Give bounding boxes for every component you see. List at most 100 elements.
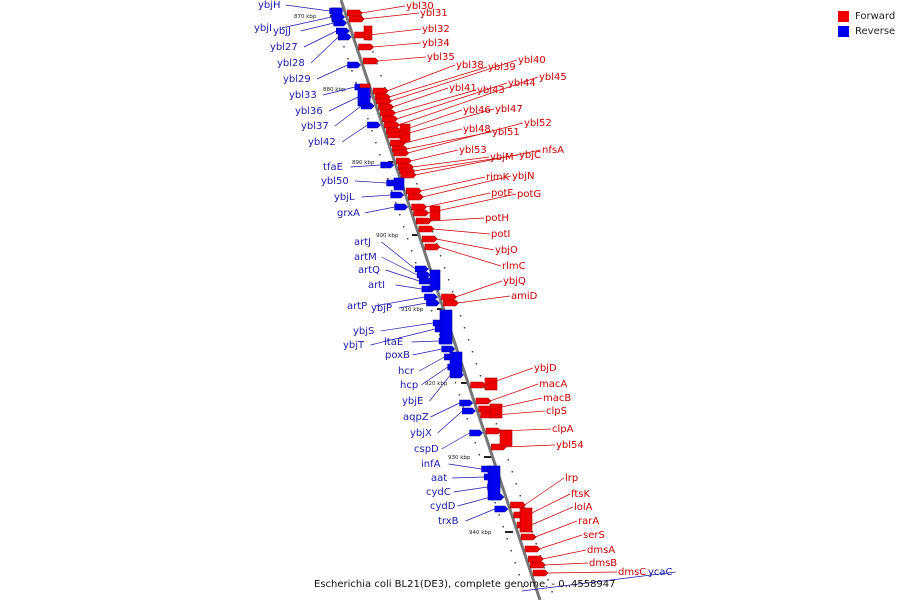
forward-gene-label: clpA <box>552 424 574 435</box>
reverse-gene-label: artI <box>368 280 385 291</box>
forward-gene-label: rarA <box>578 516 599 527</box>
reverse-gene-label: aqpZ <box>403 412 429 423</box>
forward-gene-feature <box>396 157 412 165</box>
forward-gene-block <box>489 403 503 419</box>
forward-gene-feature <box>358 43 375 51</box>
reverse-gene-block <box>393 177 405 191</box>
forward-gene-feature <box>524 545 541 553</box>
forward-gene-feature <box>406 187 422 195</box>
forward-gene-feature <box>393 149 410 157</box>
reverse-gene-label: ybl29 <box>283 74 311 85</box>
forward-gene-label: ybl34 <box>422 38 450 49</box>
reverse-gene-label: infA <box>421 459 441 470</box>
tick-label: 900 kbp <box>376 233 399 239</box>
forward-gene-label: potF <box>491 188 513 199</box>
legend-forward-label: Forward <box>855 11 896 22</box>
reverse-gene-label: ybl36 <box>295 106 323 117</box>
forward-gene-feature <box>532 569 549 577</box>
tick-label: 910 kbp <box>401 307 424 313</box>
forward-swatch <box>838 11 849 22</box>
reverse-gene-label: ltaE <box>384 337 403 348</box>
reverse-gene-feature <box>380 161 395 169</box>
forward-gene-label: ybjN <box>512 171 535 182</box>
forward-gene-feature <box>376 97 392 105</box>
forward-gene-feature <box>347 9 363 17</box>
forward-gene-feature <box>408 193 424 201</box>
reverse-gene-label: ybl42 <box>308 137 336 148</box>
forward-gene-label: dmsA <box>587 545 615 556</box>
tick-label: 890 kbp <box>352 160 375 166</box>
forward-gene-feature <box>475 397 492 405</box>
forward-gene-feature <box>510 501 526 509</box>
forward-gene-label: serS <box>583 530 605 541</box>
reverse-gene-label: cydC <box>426 487 451 498</box>
reverse-gene-label: cydD <box>430 501 456 512</box>
forward-gene-label: ybl51 <box>492 127 520 138</box>
forward-gene-feature <box>418 225 435 233</box>
forward-gene-label: macA <box>539 379 567 390</box>
reverse-gene-feature <box>441 345 456 353</box>
forward-gene-label: potG <box>517 189 541 200</box>
reverse-gene-feature <box>335 27 350 35</box>
forward-gene-label: rimK <box>486 172 510 183</box>
reverse-gene-feature <box>337 33 352 41</box>
forward-gene-feature <box>384 121 400 129</box>
forward-gene-label: ybjQ <box>503 276 526 287</box>
reverse-gene-label: hcp <box>400 380 418 391</box>
legend-reverse: Reverse <box>838 24 895 39</box>
forward-gene-label: ybjM <box>490 152 514 163</box>
map-caption: Escherichia coli BL21(DE3), complete gen… <box>314 579 616 590</box>
reverse-gene-label: artJ <box>354 237 371 248</box>
reverse-gene-label: ybjP <box>371 303 392 314</box>
reverse-gene-feature <box>494 505 509 513</box>
forward-gene-feature <box>530 561 546 569</box>
forward-gene-feature <box>382 115 398 123</box>
forward-gene-block <box>499 429 513 447</box>
reverse-gene-label: artM <box>354 252 377 263</box>
reverse-gene-label: trxB <box>438 516 459 527</box>
leader-layer <box>281 4 676 592</box>
forward-gene-label: clpS <box>546 406 567 417</box>
forward-gene-feature <box>362 57 379 65</box>
reverse-gene-label: tfaE <box>323 162 343 173</box>
reverse-gene-block <box>331 7 343 23</box>
forward-gene-feature <box>470 381 487 389</box>
forward-gene-label: potI <box>491 229 510 240</box>
reverse-gene-label: artP <box>347 301 367 312</box>
forward-gene-feature <box>400 171 417 179</box>
reverse-gene-feature <box>459 399 474 407</box>
forward-gene-feature <box>520 533 537 541</box>
forward-gene-feature <box>413 209 430 217</box>
forward-gene-label: ybl39 <box>488 62 516 73</box>
reverse-gene-label: ybl27 <box>270 42 298 53</box>
forward-gene-feature <box>372 87 389 95</box>
reverse-gene-feature <box>426 299 440 307</box>
reverse-gene-label: ybjT <box>343 340 365 351</box>
reverse-gene-block <box>429 269 441 291</box>
reverse-gene-feature <box>416 271 431 279</box>
reverse-gene-label: ybl33 <box>289 90 317 101</box>
forward-gene-label: ybl43 <box>477 85 505 96</box>
forward-gene-feature <box>441 293 457 301</box>
reverse-gene-feature <box>390 191 405 199</box>
forward-gene-block <box>429 205 441 221</box>
forward-gene-label: rlmC <box>502 261 526 272</box>
forward-gene-feature <box>416 217 432 225</box>
forward-gene-label: ybjC <box>519 150 541 161</box>
forward-gene-label: ybl46 <box>463 105 491 116</box>
forward-gene-label: dmsC <box>618 567 646 578</box>
forward-gene-label: ybl41 <box>449 83 477 94</box>
forward-gene-label: ybl53 <box>459 145 487 156</box>
forward-gene-feature <box>380 109 396 117</box>
forward-gene-label: ybl47 <box>495 104 523 115</box>
reverse-gene-label: ycaC <box>648 567 673 578</box>
tick-label: 920 kbp <box>425 381 448 387</box>
reverse-gene-label: ybjI <box>254 23 272 34</box>
reverse-gene-feature <box>469 429 484 437</box>
forward-gene-feature <box>349 15 365 23</box>
reverse-gene-label: grxA <box>337 208 360 219</box>
forward-gene-label: lrp <box>565 473 578 484</box>
forward-gene-label: dmsB <box>589 558 617 569</box>
forward-gene-label: ybl35 <box>427 52 455 63</box>
